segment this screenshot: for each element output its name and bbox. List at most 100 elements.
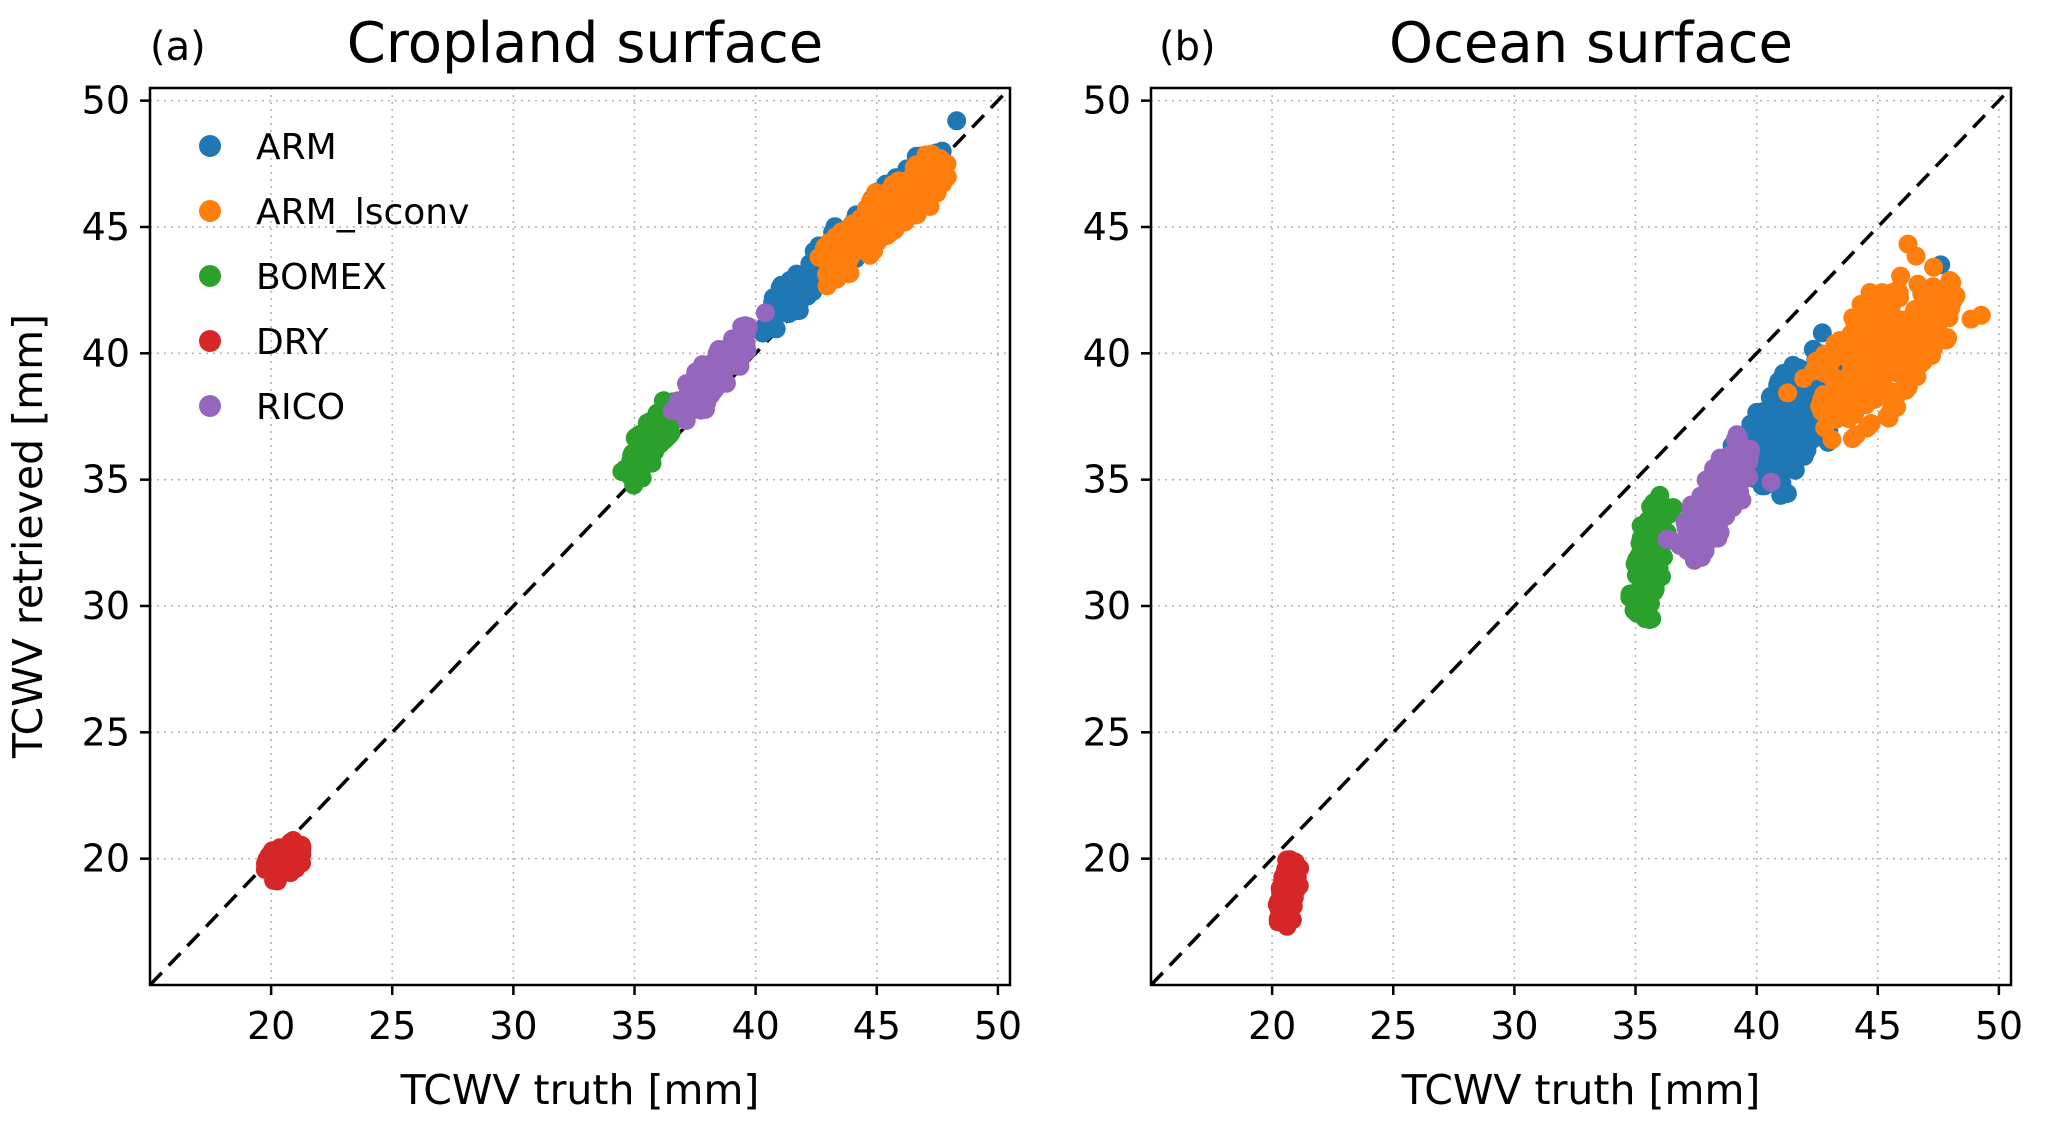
- identity-line: [1149, 86, 2013, 987]
- data-point: [753, 323, 773, 343]
- x-tick-label: 35: [1611, 1004, 1659, 1048]
- chart-title-a: Cropland surface: [347, 11, 823, 76]
- panel-label-b: (b): [1159, 24, 1216, 70]
- data-point: [658, 417, 678, 436]
- y-tick-label: 45: [82, 205, 130, 249]
- data-point: [1283, 885, 1303, 905]
- data-point: [929, 177, 949, 196]
- data-point: [1861, 314, 1881, 334]
- panel-label-a: (a): [150, 24, 206, 70]
- series-DRY: [255, 831, 312, 891]
- data-point: [1276, 859, 1296, 879]
- data-point: [273, 853, 293, 873]
- data-point: [1891, 266, 1911, 286]
- data-point: [1677, 528, 1697, 548]
- y-tick-label: 35: [82, 458, 130, 502]
- data-point: [1882, 327, 1902, 347]
- data-point: [1651, 509, 1671, 529]
- data-point: [1842, 397, 1862, 417]
- series-BOMEX: [1620, 485, 1683, 629]
- data-point: [1933, 279, 1953, 299]
- data-point: [686, 362, 706, 382]
- data-point: [1847, 337, 1867, 357]
- legend-marker-ARM_lsconv: [199, 200, 221, 222]
- data-point: [1905, 301, 1925, 321]
- data-point: [898, 203, 918, 222]
- y-tick-label: 40: [1083, 331, 1131, 375]
- legend-label-ARM_lsconv: ARM_lsconv: [256, 192, 469, 233]
- data-point: [1635, 609, 1655, 629]
- plot-area: 20 25 30 35 40 45 50 20 25 30 35 40 45 50: [1083, 79, 2023, 1048]
- chart-title-b: Ocean surface: [1389, 11, 1793, 76]
- data-point: [624, 475, 644, 495]
- data-point: [1812, 323, 1832, 343]
- series-DRY: [1267, 850, 1310, 936]
- x-tick-label: 20: [1248, 1004, 1296, 1048]
- data-point: [635, 450, 654, 470]
- data-point: [1733, 460, 1753, 480]
- y-axis-label-a: TCWV retrieved [mm]: [4, 314, 52, 759]
- legend-label-DRY: DRY: [256, 322, 329, 363]
- legend-label-ARM: ARM: [256, 127, 337, 168]
- data-point: [1906, 246, 1926, 266]
- data-point: [1771, 407, 1791, 427]
- x-tick-label: 35: [610, 1004, 658, 1048]
- data-point: [947, 111, 967, 131]
- data-point: [1657, 529, 1677, 549]
- data-point: [1712, 467, 1732, 487]
- data-point: [755, 303, 775, 323]
- legend-marker-DRY: [199, 330, 221, 352]
- y-tick-label: 30: [82, 584, 130, 628]
- y-tick-label: 45: [1083, 205, 1131, 249]
- data-point: [1778, 383, 1798, 403]
- data-point: [1857, 418, 1877, 438]
- data-point: [1626, 592, 1646, 612]
- data-point: [1695, 494, 1715, 514]
- data-point: [1924, 257, 1944, 277]
- data-point: [1910, 322, 1930, 342]
- series-RICO: [1657, 425, 1781, 570]
- series-RICO: [662, 303, 775, 430]
- y-tick-label: 25: [1083, 710, 1131, 754]
- y-tick-label: 50: [1083, 79, 1131, 123]
- data-point: [1695, 511, 1715, 531]
- y-tick-label: 25: [82, 710, 130, 754]
- data-point: [726, 344, 746, 364]
- legend-marker-RICO: [199, 395, 221, 417]
- data-point: [897, 177, 916, 197]
- data-point: [693, 384, 713, 404]
- data-point: [1794, 369, 1814, 388]
- data-point: [873, 223, 893, 243]
- data-point: [1644, 493, 1664, 513]
- data-point: [1823, 370, 1843, 389]
- data-point: [1878, 386, 1898, 406]
- data-point: [1783, 355, 1803, 375]
- x-axis-label-b: TCWV truth [mm]: [1401, 1066, 1761, 1114]
- legend-label-RICO: RICO: [256, 387, 345, 428]
- data-point: [916, 145, 936, 165]
- x-tick-label: 30: [1490, 1004, 1538, 1048]
- legend-marker-BOMEX: [199, 265, 221, 287]
- y-tick-label: 20: [1083, 837, 1131, 881]
- chart-panel-a: (a) Cropland surface TCWV truth [mm] TCW…: [0, 0, 1033, 1130]
- data-point: [1741, 414, 1761, 434]
- data-point: [1871, 294, 1891, 314]
- data-point: [1268, 909, 1288, 929]
- data-point: [1781, 453, 1801, 473]
- data-point: [1822, 430, 1842, 450]
- data-point: [1884, 354, 1904, 373]
- x-axis-label-a: TCWV truth [mm]: [400, 1066, 760, 1114]
- data-point: [856, 199, 876, 219]
- x-tick-label: 20: [247, 1004, 295, 1048]
- x-tick-label: 45: [1854, 1004, 1902, 1048]
- data-point: [1891, 310, 1911, 330]
- data-point: [844, 228, 864, 248]
- x-tick-label: 50: [1975, 1004, 2023, 1048]
- data-point: [937, 154, 957, 174]
- x-tick-label: 25: [1369, 1004, 1417, 1048]
- data-point: [830, 247, 850, 267]
- data-point: [1924, 338, 1943, 358]
- x-tick-label: 30: [489, 1004, 537, 1048]
- series-ARM_lsconv: [1778, 234, 1991, 450]
